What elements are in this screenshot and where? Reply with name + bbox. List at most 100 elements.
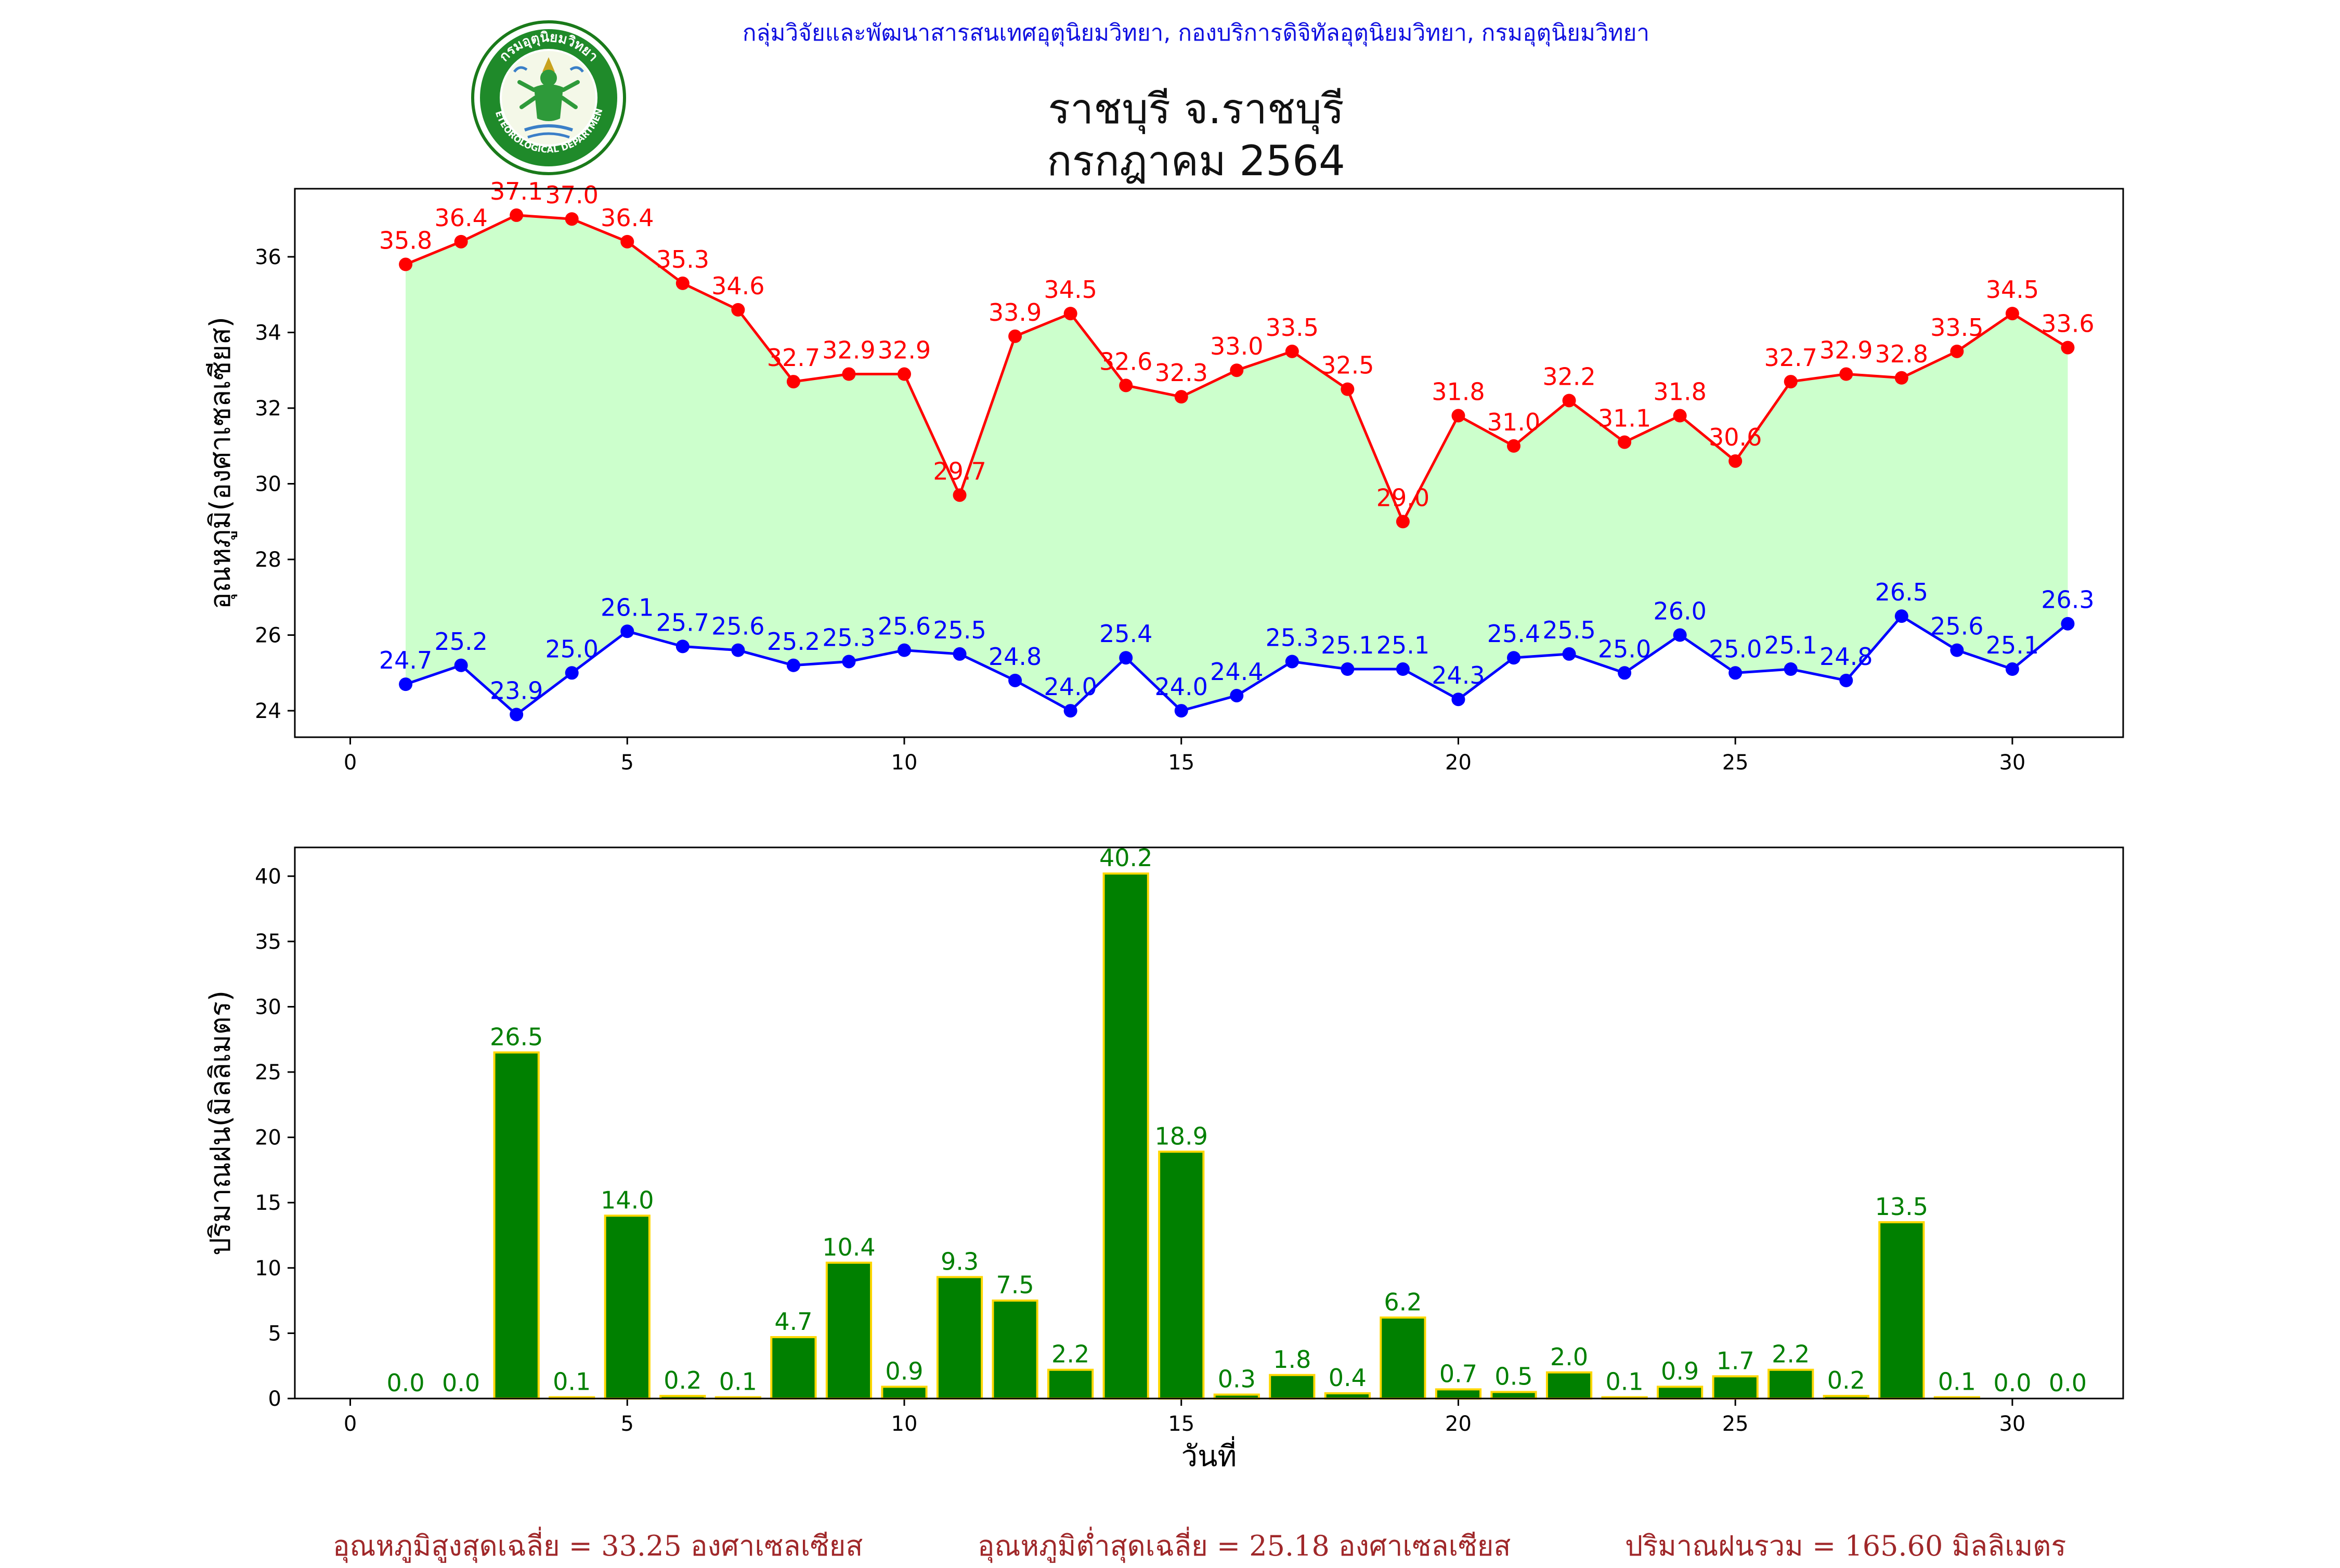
rain-value-label: 0.1 [1938,1367,1976,1395]
max-temp-label: 34.5 [1044,276,1097,304]
temp-y-tick-label: 24 [255,699,281,723]
max-temp-point [1784,375,1798,389]
rain-x-tick-label: 5 [621,1412,634,1436]
min-temp-point [1728,666,1743,680]
min-temp-label: 25.3 [1266,623,1319,651]
max-temp-point [1507,439,1520,453]
min-temp-point [1174,704,1188,718]
summary-footer: อุณหภูมิสูงสุดเฉลี่ย = 33.25 องศาเซลเซีย… [0,1523,2340,1562]
min-temp-label: 25.6 [878,612,931,641]
max-temp-label: 34.6 [711,272,764,300]
rain-bar [770,1336,817,1400]
min-temp-point [1839,673,1853,687]
rain-y-tick-label: 30 [255,995,281,1019]
rain-y-tick-label: 20 [255,1126,281,1150]
rain-y-tick-label: 15 [255,1191,281,1215]
rain-value-label: 0.0 [1993,1369,2031,1397]
min-temp-point [842,655,856,669]
min-temp-label: 25.1 [1986,631,2039,659]
max-temp-label: 32.2 [1542,362,1595,390]
max-temp-label: 32.5 [1321,351,1374,380]
temp-x-tick-label: 0 [344,751,357,775]
max-temp-point [731,303,745,317]
max-temp-point [1396,515,1410,529]
max-temp-label: 32.9 [1819,336,1873,364]
min-temp-point [1562,647,1576,661]
min-temp-point [1119,651,1133,665]
chart-title-month: กรกฎาคม 2564 [1047,137,1345,185]
min-temp-label: 24.0 [1044,673,1097,701]
avg-max-temp: อุณหภูมิสูงสุดเฉลี่ย = 33.25 องศาเซลเซีย… [333,1530,863,1562]
rain-bar [1435,1388,1482,1400]
rain-value-label: 0.1 [553,1367,591,1395]
min-temp-label: 25.1 [1321,631,1374,659]
min-temp-point [731,643,745,657]
temp-x-tick-label: 25 [1722,751,1749,775]
rain-value-label: 2.0 [1550,1343,1588,1371]
rain-y-axis-label: ปริมาณฝน(มิลลิเมตร) [204,990,237,1256]
temperature-chart: 0 5 10 15 20 25 30 24 26 28 30 32 34 36 อุณหภูมิ(องศาเ… [204,177,2124,775]
rain-value-label: 9.3 [941,1247,979,1275]
min-temp-label: 24.8 [1819,643,1873,671]
min-temp-label: 25.1 [1376,631,1429,659]
temp-y-tick-label: 32 [255,397,281,421]
rain-value-label: 13.5 [1875,1193,1928,1221]
max-temp-point [1894,371,1908,385]
max-temp-point [1839,367,1853,381]
chart-title: ราชบุรี จ.ราชบุรี กรกฎาคม 2564 [832,83,1560,187]
min-temp-point [510,708,524,722]
min-temp-point [1507,651,1520,665]
max-temp-point [399,257,413,271]
min-temp-point [454,658,468,672]
min-temp-label: 25.7 [656,608,709,636]
min-temp-label: 25.0 [545,635,599,663]
min-temp-point [1950,643,1964,657]
rain-bar [604,1214,651,1400]
rain-bar [1657,1386,1704,1400]
max-temp-point [1063,307,1077,321]
rain-y-tick-label: 10 [255,1257,281,1280]
rain-y-tick-label: 40 [255,865,281,888]
min-temp-point [1396,662,1410,676]
max-temp-label: 36.4 [434,204,487,232]
max-temp-label: 33.5 [1930,313,1983,342]
rain-value-label: 0.4 [1329,1364,1367,1392]
max-temp-label: 37.0 [545,181,599,209]
rain-value-label: 1.8 [1273,1345,1311,1374]
max-temp-point [1008,329,1022,343]
min-temp-point [2061,617,2075,631]
rain-x-tick-label: 0 [344,1412,357,1436]
rain-bar [1712,1375,1759,1400]
min-temp-label: 26.1 [601,593,654,621]
min-temp-label: 25.4 [1487,620,1540,648]
min-temp-point [620,624,634,638]
max-temp-point [1950,344,1964,358]
temp-y-tick-label: 34 [255,321,281,345]
max-temp-point [1119,378,1133,393]
max-temp-label: 32.8 [1875,340,1928,368]
max-temp-label: 30.6 [1709,423,1762,451]
rain-x-tick-label: 15 [1168,1412,1194,1436]
rain-x-tick-label: 30 [1999,1412,2025,1436]
rain-value-label: 10.4 [822,1233,875,1261]
rain-bar [1767,1368,1814,1400]
min-temp-point [399,677,413,691]
min-temp-label: 25.1 [1764,631,1817,659]
min-temp-point [786,658,800,672]
rain-value-label: 40.2 [1099,844,1152,872]
max-temp-label: 35.3 [656,245,709,273]
chart-title-station: ราชบุรี จ.ราชบุรี [1048,85,1344,133]
temp-x-tick-label: 5 [621,751,634,775]
min-temp-point [1673,628,1687,642]
max-temp-label: 34.5 [1986,276,2039,304]
max-temp-point [1673,409,1687,423]
rain-x-tick-label: 20 [1445,1412,1472,1436]
rain-bar [992,1299,1038,1400]
avg-min-temp: อุณหภูมิต่ำสุดเฉลี่ย = 25.18 องศาเซลเซีย… [978,1530,1511,1562]
temp-x-tick-label: 10 [891,751,918,775]
rain-bar [493,1051,540,1400]
max-temp-label: 33.9 [989,298,1042,326]
rain-value-label: 0.0 [442,1369,480,1397]
max-temp-label: 31.0 [1487,408,1540,436]
rain-value-label: 14.0 [601,1186,654,1214]
